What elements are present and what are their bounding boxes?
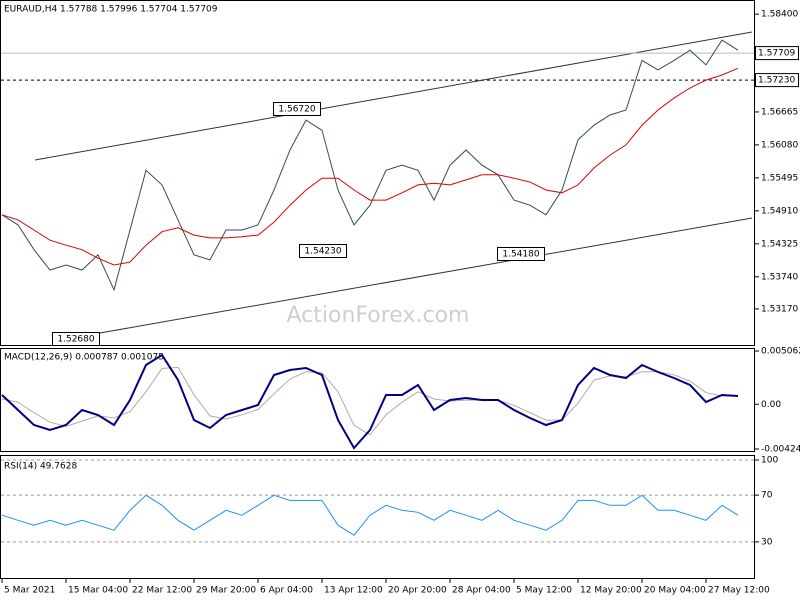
series-line <box>1 39 739 292</box>
annotation-box <box>273 102 321 116</box>
y-tick-label: 0.00 <box>761 400 781 410</box>
y-tick-label: 1.58400 <box>761 10 798 20</box>
price-label-box <box>755 46 799 61</box>
price-label-box <box>755 73 799 88</box>
y-tick-label: 1.56080 <box>761 140 798 150</box>
panel-title: MACD(12,26,9) 0.000787 0.001075 <box>4 353 164 363</box>
watermark: ActionForex.com <box>287 303 470 328</box>
x-tick-label: 5 Mar 2021 <box>4 586 55 596</box>
annotation-box <box>52 332 100 346</box>
x-tick-label: 27 May 12:00 <box>708 586 770 596</box>
y-tick-label: 1.55495 <box>761 173 798 183</box>
x-tick-label: 13 Apr 12:00 <box>324 586 383 596</box>
y-tick-label: 70 <box>761 491 773 501</box>
y-tick-label: -0.004248 <box>761 445 800 455</box>
y-tick-label: 1.53740 <box>761 272 798 282</box>
annotation: 1.56720 <box>278 105 315 115</box>
annotation: 1.54180 <box>502 250 539 260</box>
y-tick-label: 30 <box>761 537 773 547</box>
series-line <box>1 494 739 536</box>
series-line <box>1 67 739 266</box>
y-tick-label: 1.54325 <box>761 239 798 249</box>
series-line <box>1 353 739 450</box>
panel-title: RSI(14) 49.7628 <box>4 462 77 472</box>
y-tick-label: 1.54910 <box>761 206 798 216</box>
x-tick-label: 12 May 20:00 <box>580 586 642 596</box>
x-tick-label: 20 Apr 20:00 <box>388 586 447 596</box>
price-label: 1.57230 <box>758 76 795 86</box>
rsi-panel <box>0 455 755 579</box>
x-tick-label: 29 Mar 20:00 <box>196 586 256 596</box>
panel-title: EURAUD,H4 1.57788 1.57996 1.57704 1.5770… <box>4 5 218 15</box>
price-panel <box>0 0 755 346</box>
price-label: 1.57709 <box>758 49 795 59</box>
plot-layer: EURAUD,H4 1.57788 1.57996 1.57704 1.5770… <box>1 5 800 596</box>
annotation: 1.52680 <box>57 335 94 345</box>
x-tick-label: 22 Mar 12:00 <box>132 586 192 596</box>
y-tick-label: 0.005062 <box>761 347 800 357</box>
annotation-box <box>497 247 545 261</box>
y-tick-label: 1.53170 <box>761 304 798 314</box>
y-tick-label: 100 <box>761 456 778 466</box>
y-tick-label: 1.56665 <box>761 107 798 117</box>
x-tick-label: 5 May 12:00 <box>516 586 572 596</box>
macd-panel <box>0 348 755 452</box>
x-tick-label: 15 Mar 04:00 <box>68 586 128 596</box>
x-tick-label: 6 Apr 04:00 <box>260 586 313 596</box>
channel-lower <box>99 217 753 334</box>
annotation-box <box>299 244 347 258</box>
annotation: 1.54230 <box>304 247 341 257</box>
x-tick-label: 28 Apr 04:00 <box>452 586 511 596</box>
x-tick-label: 20 May 04:00 <box>644 586 706 596</box>
